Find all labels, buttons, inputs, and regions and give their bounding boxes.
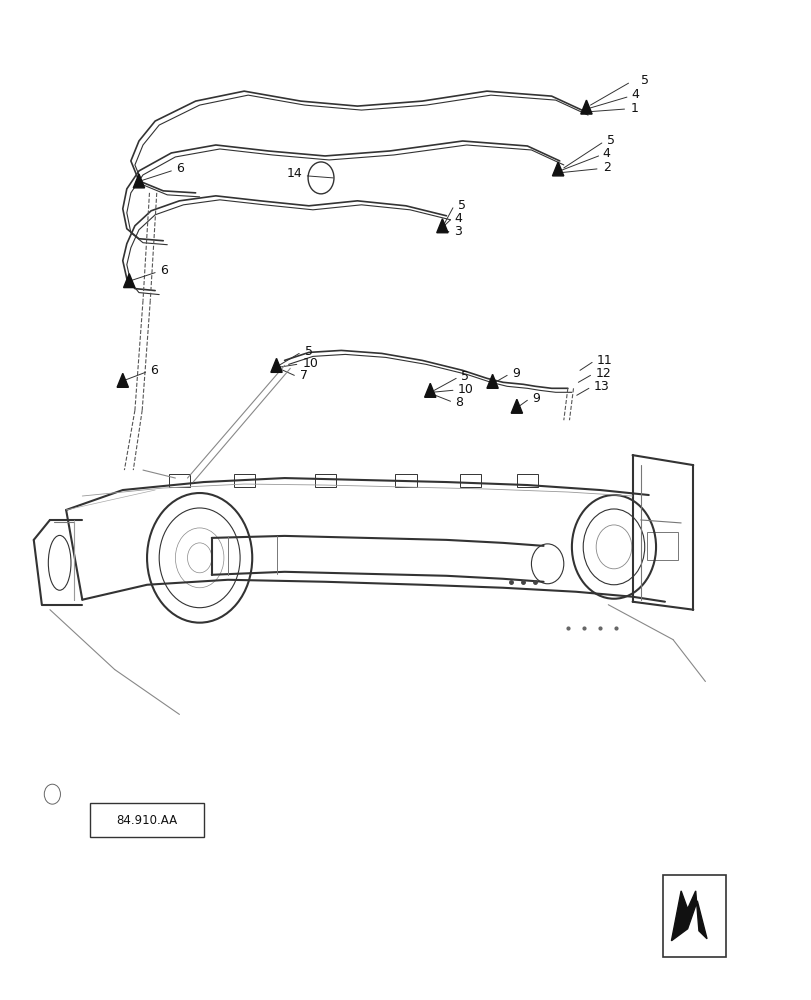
FancyBboxPatch shape	[89, 803, 204, 837]
Text: 9: 9	[531, 392, 539, 405]
Bar	[395, 474, 416, 487]
Polygon shape	[117, 373, 128, 387]
Bar	[460, 474, 481, 487]
Bar	[169, 474, 190, 487]
Polygon shape	[133, 174, 144, 188]
Text: 84.910.AA: 84.910.AA	[116, 814, 178, 827]
Bar	[646, 532, 677, 560]
Text: 6: 6	[176, 162, 184, 175]
Polygon shape	[580, 100, 591, 114]
Polygon shape	[487, 374, 498, 388]
Bar	[517, 474, 537, 487]
Text: 5: 5	[457, 199, 466, 212]
Text: 4: 4	[602, 147, 610, 160]
Text: 9: 9	[512, 367, 519, 380]
Text: 2: 2	[602, 161, 610, 174]
Text: 6: 6	[160, 264, 168, 277]
Bar	[663, 875, 726, 957]
Text: 1: 1	[630, 102, 638, 115]
Text: 12: 12	[594, 367, 611, 380]
Text: 5: 5	[606, 134, 614, 147]
Bar	[314, 474, 335, 487]
Polygon shape	[551, 162, 563, 176]
Bar	[234, 474, 255, 487]
Text: 7: 7	[299, 369, 307, 382]
Text: 13: 13	[593, 380, 609, 393]
Text: 3: 3	[454, 225, 461, 238]
Text: 14: 14	[286, 167, 302, 180]
Text: 6: 6	[150, 364, 158, 377]
Text: 10: 10	[302, 357, 318, 370]
Text: 5: 5	[304, 345, 312, 358]
Polygon shape	[436, 219, 448, 233]
Polygon shape	[511, 399, 522, 413]
Polygon shape	[123, 274, 135, 288]
Polygon shape	[671, 891, 706, 941]
Text: 11: 11	[596, 354, 612, 367]
Text: 8: 8	[455, 396, 463, 409]
Text: 5: 5	[640, 74, 648, 87]
Text: 10: 10	[457, 383, 473, 396]
Text: 4: 4	[630, 88, 638, 101]
Polygon shape	[424, 383, 436, 397]
Text: 4: 4	[454, 212, 461, 225]
Polygon shape	[271, 358, 282, 372]
Text: 5: 5	[461, 370, 469, 383]
